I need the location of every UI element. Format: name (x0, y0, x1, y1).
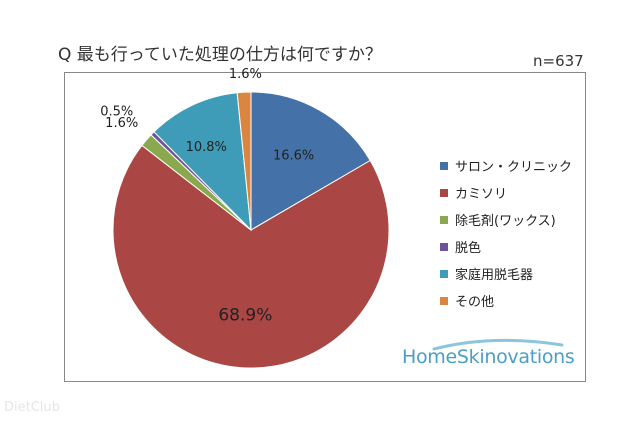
legend-swatch (440, 161, 448, 170)
legend-item: その他 (440, 287, 572, 314)
pie-data-label: 16.6% (273, 148, 314, 163)
pie-slice (250, 91, 371, 231)
legend-item: 脱色 (440, 233, 572, 260)
legend-swatch (440, 215, 448, 224)
pie-data-label: 1.6% (105, 116, 138, 131)
chart-frame (64, 72, 586, 382)
pie-slice (153, 92, 252, 232)
brand-swoosh-icon (432, 338, 564, 351)
legend-item: カミソリ (440, 179, 572, 206)
brand-logo: HomeSkinovations (402, 346, 575, 368)
pie-slice (236, 91, 252, 231)
legend-label: 脱色 (455, 241, 482, 256)
legend-label: 除毛剤(ワックス) (455, 214, 556, 229)
legend-label: サロン・クリニック (455, 160, 573, 175)
legend-swatch (440, 296, 448, 305)
sample-size-label: n=637 (533, 52, 584, 70)
legend-swatch (440, 269, 448, 278)
legend-swatch (440, 188, 448, 197)
legend-label: その他 (455, 295, 495, 310)
legend-item: 除毛剤(ワックス) (440, 206, 572, 233)
pie-data-label: 10.8% (186, 140, 227, 155)
pie-data-label: 1.6% (229, 67, 262, 82)
pie-data-label: 0.5% (100, 104, 133, 119)
pie-slices (112, 91, 390, 369)
legend-label: カミソリ (455, 187, 508, 202)
legend-item: 家庭用脱毛器 (440, 260, 572, 287)
legend-swatch (440, 242, 448, 251)
chart-title: Q 最も行っていた処理の仕方は何ですか？ (58, 45, 382, 65)
legend-label: 家庭用脱毛器 (455, 268, 534, 283)
watermark: DietClub (4, 400, 60, 415)
legend: サロン・クリニック カミソリ除毛剤(ワックス) 脱色家庭用脱毛器 その他 (440, 152, 572, 314)
pie-data-labels: 16.6%68.9%1.6%0.5%10.8%1.6% (100, 67, 314, 325)
legend-item: サロン・クリニック (440, 152, 572, 179)
pie-data-label: 68.9% (218, 305, 272, 325)
pie-slice (112, 144, 390, 369)
